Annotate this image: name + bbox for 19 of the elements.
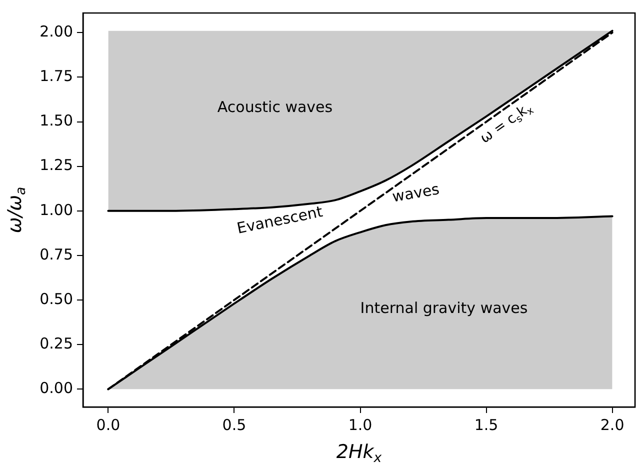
x-tick-label: 0.0 <box>96 416 120 434</box>
y-tick-label: 0.50 <box>40 290 73 308</box>
y-tick-label: 1.25 <box>40 156 73 174</box>
y-tick-label: 0.00 <box>40 379 73 398</box>
annotation: ω = cskx <box>477 102 536 147</box>
annotation: waves <box>390 180 441 206</box>
y-tick-label: 1.00 <box>40 200 73 219</box>
y-tick-label: 2.00 <box>40 22 73 40</box>
y-tick-label: 1.50 <box>40 112 73 130</box>
y-tick-label: 0.25 <box>40 334 73 352</box>
x-tick-label: 1.0 <box>348 416 372 434</box>
y-axis-title: ω/ωa <box>4 186 30 234</box>
x-tick-label: 2.0 <box>600 416 624 434</box>
annotation: Acoustic waves <box>217 98 333 116</box>
annotation: Internal gravity waves <box>360 298 528 317</box>
y-tick-label: 1.75 <box>40 67 73 86</box>
x-tick-label: 0.5 <box>222 416 246 434</box>
x-tick-label: 1.5 <box>474 416 498 434</box>
y-tick-label: 0.75 <box>40 245 73 264</box>
